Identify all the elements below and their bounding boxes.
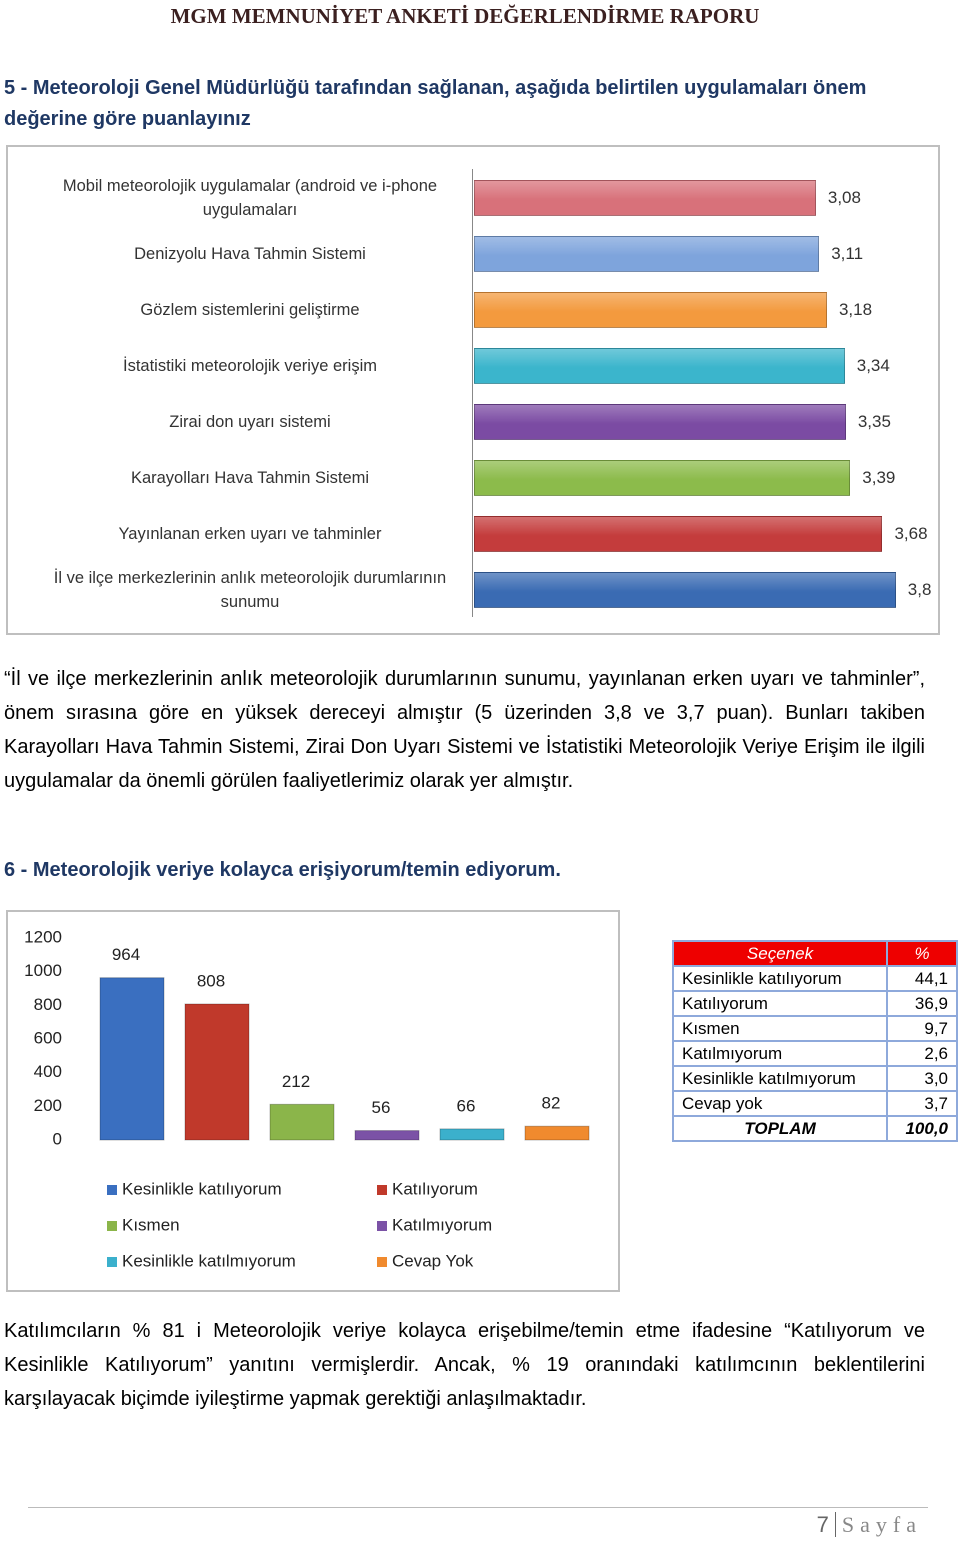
value-label: 82 [542, 1094, 561, 1113]
value-label: 3,68 [894, 524, 928, 543]
table-cell: Kesinlikle katılıyorum [672, 965, 888, 992]
bar [439, 1128, 505, 1141]
legend-label: Katılıyorum [392, 1179, 478, 1198]
category-label: Denizyolu Hava Tahmin Sistemi [134, 245, 366, 263]
page-label: Sayfa [841, 1512, 922, 1537]
table-cell: 100,0 [886, 1115, 958, 1142]
value-label: 808 [197, 971, 225, 990]
table-row: Katılmıyorum 2,6 [672, 1040, 958, 1067]
table-row: Kısmen 9,7 [672, 1015, 958, 1042]
category-label: Mobil meteorolojik uygulamalar (android … [62, 177, 438, 219]
table-cell: 3,0 [886, 1065, 958, 1092]
legend-swatch [107, 1221, 117, 1231]
bar [99, 977, 165, 1141]
value-label: 3,34 [856, 356, 890, 375]
y-tick-label: 1200 [24, 927, 62, 946]
bar [474, 572, 896, 608]
bar [474, 348, 845, 384]
bar [474, 516, 883, 552]
table-cell: 36,9 [886, 990, 958, 1017]
bar [269, 1103, 335, 1141]
value-label: 3,8 [907, 580, 932, 599]
paragraph: “İl ve ilçe merkezlerinin anlık meteorol… [4, 668, 925, 792]
category-label: İl ve ilçe merkezlerinin anlık meteorolo… [53, 569, 447, 611]
axis-line [472, 169, 473, 617]
y-tick-label: 1000 [24, 961, 62, 980]
value-label: 56 [372, 1098, 391, 1117]
y-tick-label: 400 [34, 1062, 62, 1081]
header-cell: Seçenek [672, 940, 888, 967]
section-title: 5 - Meteoroloji Genel Müdürlüğü tarafınd… [4, 77, 867, 130]
header-title: MGM MEMNUNİYET ANKETİ DEĞERLENDİRME RAPO… [170, 4, 760, 28]
table-cell: Katılmıyorum [672, 1040, 888, 1067]
legend-swatch [107, 1185, 117, 1195]
legend-label: Cevap Yok [392, 1251, 474, 1270]
category-label: İstatistiki meteorolojik veriye erişim [123, 357, 377, 375]
bar [474, 180, 816, 216]
table-cell: 9,7 [886, 1015, 958, 1042]
value-label: 3,18 [838, 300, 873, 319]
value-label: 3,35 [857, 412, 891, 431]
legend-label: Katılmıyorum [392, 1215, 492, 1234]
table-row: Kesinlikle katılıyorum 44,1 [672, 965, 958, 992]
bar [474, 236, 820, 272]
legend-swatch [107, 1257, 117, 1267]
category-label: Zirai don uyarı sistemi [169, 413, 331, 431]
bar [474, 404, 846, 440]
value-label: 66 [457, 1096, 476, 1115]
category-label: Gözlem sistemlerini geliştirme [140, 301, 360, 319]
table-row: TOPLAM 100,0 [672, 1115, 958, 1142]
footer-rule [28, 1507, 928, 1508]
value-label: 212 [282, 1072, 310, 1091]
table-cell: Kısmen [672, 1015, 888, 1042]
table-cell: 44,1 [886, 965, 958, 992]
bar [474, 460, 851, 496]
y-tick-label: 200 [34, 1096, 62, 1115]
category-label: Yayınlanan erken uyarı ve tahminler [118, 525, 382, 543]
table-row: Katılıyorum 36,9 [672, 990, 958, 1017]
table-cell: 2,6 [886, 1040, 958, 1067]
section-title: 6 - Meteorolojik veriye kolayca erişiyor… [4, 859, 561, 881]
header-cell: % [886, 940, 958, 967]
table-cell: Cevap yok [672, 1090, 888, 1117]
table-row: Kesinlikle katılmıyorum 3,0 [672, 1065, 958, 1092]
table-row: Cevap yok 3,7 [672, 1090, 958, 1117]
legend-swatch [377, 1257, 387, 1267]
bar [474, 292, 827, 328]
bar [354, 1130, 420, 1141]
bar [524, 1125, 590, 1141]
table-cell: 3,7 [886, 1090, 958, 1117]
y-tick-label: 600 [34, 1028, 62, 1047]
value-label: 3,08 [827, 188, 861, 207]
y-tick-label: 800 [34, 995, 62, 1014]
y-tick-label: 0 [53, 1129, 62, 1148]
legend-swatch [377, 1185, 387, 1195]
value-label: 964 [112, 945, 140, 964]
category-label: Karayolları Hava Tahmin Sistemi [130, 469, 370, 487]
bar-chart: 0 200 400 600 800 1000 1200 964 Kesinlikle katıl… [6, 910, 620, 1292]
table-header: Seçenek% [672, 940, 958, 967]
bar [184, 1003, 250, 1141]
separator [834, 1512, 836, 1537]
page-number: 7 [816, 1512, 829, 1537]
table-cell: TOPLAM [672, 1115, 888, 1142]
table-cell: Kesinlikle katılmıyorum [672, 1065, 888, 1092]
legend-label: Kesinlikle katılmıyorum [122, 1251, 296, 1270]
legend-swatch [377, 1221, 387, 1231]
value-label: 3,39 [862, 468, 896, 487]
legend-label: Kısmen [122, 1215, 180, 1234]
legend-label: Kesinlikle katılıyorum [122, 1179, 282, 1198]
footer: 7 Sayfa [817, 1512, 922, 1538]
table-cell: Katılıyorum [672, 990, 888, 1017]
paragraph: Katılımcıların % 81 i Meteorolojik veriy… [4, 1320, 925, 1410]
value-label: 3,11 [831, 244, 864, 263]
hbar-chart: Mobil meteorolojik uygulamalar (android … [6, 145, 940, 635]
table: Seçenek% Kesinlikle katılıyorum 44,1 Katılı… [672, 940, 958, 1142]
